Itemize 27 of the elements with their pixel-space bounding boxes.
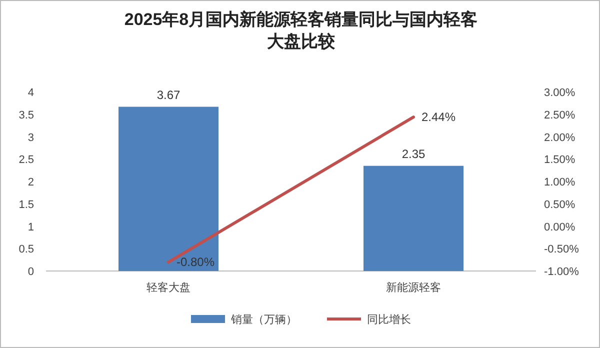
- y2-tick-label: 2.00%: [544, 132, 576, 144]
- y-tick-label: 1.5: [18, 198, 34, 211]
- y2-tick-label: 1.00%: [544, 176, 576, 188]
- x-tick-label: 新能源轻客: [386, 281, 441, 294]
- y2-tick-label: 0.00%: [544, 221, 576, 234]
- y-tick-label: 2: [28, 176, 34, 188]
- y-tick-label: 3.5: [18, 109, 34, 122]
- y-tick-label: 1: [28, 221, 34, 234]
- y2-tick-label: -0.50%: [544, 244, 580, 256]
- y2-tick-label: 3.00%: [544, 87, 576, 99]
- legend-label: 同比增长: [367, 313, 411, 326]
- legend-label: 销量（万辆）: [230, 314, 297, 326]
- chart-title: 2025年8月国内新能源轻客销量同比与国内轻客大盘比较: [123, 9, 479, 53]
- data-label: 2.35: [402, 146, 426, 161]
- y-tick-label: 3: [28, 132, 34, 144]
- y2-tick-label: 1.50%: [544, 154, 576, 166]
- y-tick-label: 4: [28, 87, 34, 99]
- y2-tick-label: 2.50%: [544, 109, 576, 122]
- y-tick-label: 0: [28, 266, 34, 278]
- y-tick-label: 2.5: [18, 154, 34, 166]
- y-tick-label: 0.5: [18, 244, 34, 256]
- x-tick-label: 轻客大盘: [146, 281, 190, 294]
- y2-tick-label: 0.50%: [544, 198, 576, 211]
- y2-tick-label: -1.00%: [544, 266, 580, 278]
- data-label: 2.44%: [422, 110, 456, 124]
- data-label: 3.67: [156, 88, 180, 102]
- data-label: -0.80%: [176, 255, 215, 270]
